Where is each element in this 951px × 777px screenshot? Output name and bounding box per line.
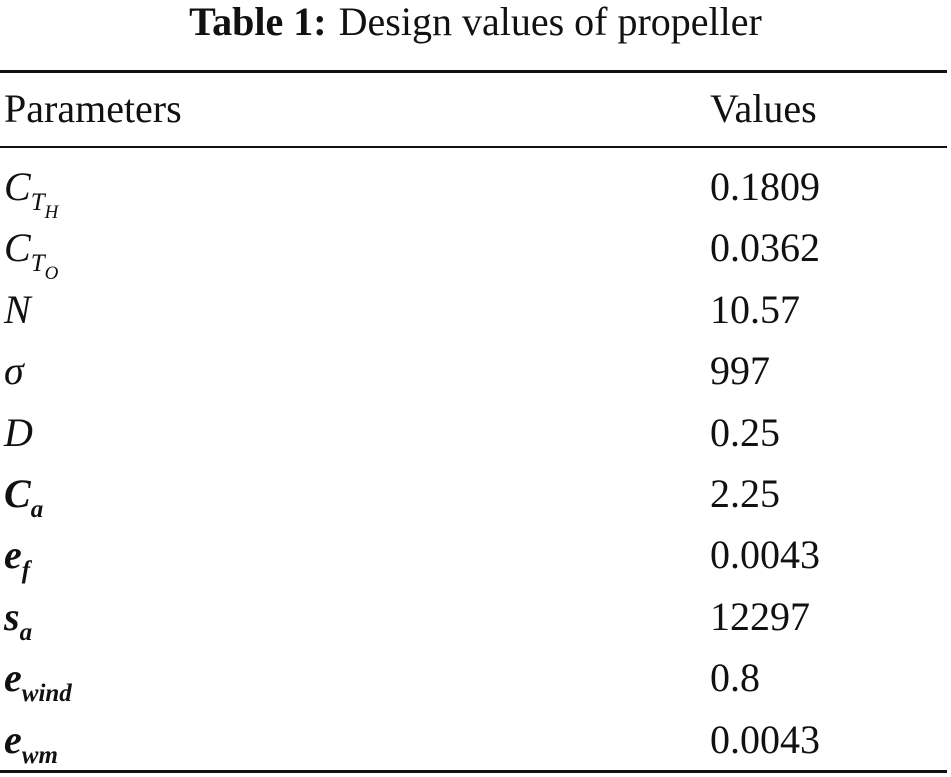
subscript: a	[30, 496, 44, 523]
symbol: C	[4, 225, 31, 271]
parameter-cell: σ	[4, 346, 24, 396]
caption-label: Table 1:	[189, 0, 327, 44]
parameter-cell: CTO	[4, 223, 59, 285]
subscript: T	[30, 250, 45, 278]
symbol: C	[4, 471, 31, 516]
parameter-cell: sa	[4, 592, 32, 648]
top-rule	[0, 70, 947, 73]
bottom-rule	[0, 770, 947, 773]
value-cell: 0.8	[710, 655, 760, 701]
table-caption: Table 1: Design values of propeller	[0, 0, 951, 44]
header-rule	[0, 146, 947, 148]
parameter-cell: N	[4, 285, 31, 335]
subscript: wm	[21, 741, 58, 769]
value-cell: 12297	[710, 593, 810, 639]
parameter-cell: CTH	[4, 162, 59, 223]
parameter-cell: ef	[4, 530, 30, 586]
symbol: N	[4, 286, 31, 332]
subscript: a	[19, 618, 33, 646]
subscript: wind	[21, 680, 72, 708]
parameter-cell: Ca	[4, 469, 43, 525]
sub-subscript: O	[44, 263, 59, 285]
value-cell: 10.57	[710, 286, 800, 332]
value-cell: 0.1809	[710, 164, 820, 209]
value-cell: 997	[710, 348, 770, 394]
parameter-cell: D	[4, 408, 33, 458]
symbol: C	[4, 164, 31, 209]
parameter-cell: ewm	[4, 715, 58, 771]
subscript: f	[21, 557, 31, 585]
symbol: s	[4, 593, 20, 639]
header-cell: Values	[710, 86, 817, 131]
value-cell: 2.25	[710, 471, 780, 516]
value-cell: 0.0043	[710, 716, 820, 762]
symbol: σ	[4, 348, 24, 394]
symbol: e	[4, 532, 22, 578]
header-cell: Parameters	[4, 86, 182, 131]
parameter-cell: ewind	[4, 653, 72, 709]
subscript: T	[30, 189, 45, 216]
symbol: e	[4, 655, 22, 701]
symbol: e	[4, 716, 22, 762]
sub-subscript: H	[44, 202, 59, 223]
caption-text: Design values of propeller	[338, 0, 762, 44]
value-cell: 0.25	[710, 409, 780, 455]
symbol: D	[4, 409, 33, 455]
value-cell: 0.0043	[710, 532, 820, 578]
value-cell: 0.0362	[710, 225, 820, 271]
